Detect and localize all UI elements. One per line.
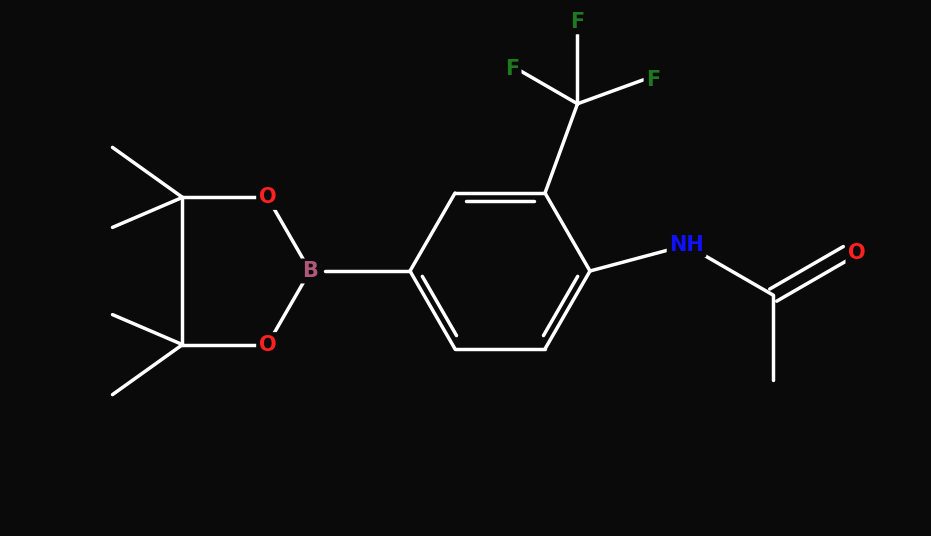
Text: F: F (571, 12, 585, 32)
Text: O: O (848, 243, 866, 263)
Text: F: F (505, 59, 519, 79)
Text: B: B (302, 261, 318, 281)
Text: F: F (646, 70, 660, 90)
Text: O: O (259, 188, 277, 207)
Text: O: O (259, 334, 277, 355)
Text: NH: NH (669, 235, 704, 255)
